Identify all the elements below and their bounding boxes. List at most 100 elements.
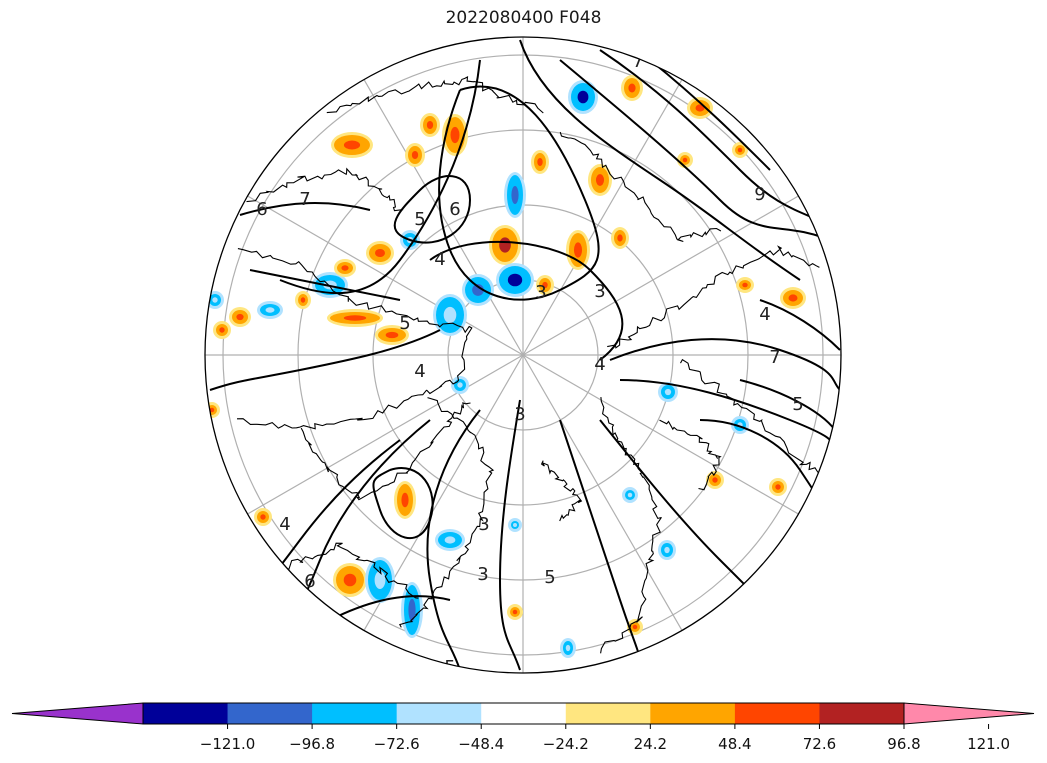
anomaly-blob-core [664,388,672,396]
anomaly-blob-core [573,242,583,258]
colorbar-extend-min [11,702,144,725]
colorbar-bin [143,703,229,724]
anomaly-blob-core [300,297,306,303]
colorbar-tick-label: 72.6 [803,735,836,753]
contour-line [739,379,836,431]
meridian-line [522,354,799,515]
meridian-line [522,354,683,631]
coastline-segment [326,76,544,114]
anomaly-blob-core [577,90,589,104]
meridian-line [247,354,524,515]
contour-label: 3 [478,514,489,535]
contour-label: 7 [632,51,643,72]
colorbar: −121.0 −96.8 −72.6 −48.4 −24.2 24.2 48.4 72.6 96… [11,702,1035,753]
colorbar-bin [565,703,651,724]
contour-line [249,269,401,301]
coastlines [236,76,834,654]
anomaly-blob-core [426,120,434,130]
anomaly-blob-core [212,297,218,303]
anomaly-blob-core [595,174,605,186]
anomaly-blob-core [507,273,523,287]
colorbar-bin [227,703,313,724]
anomaly-blob-core [565,644,571,652]
contour-line [759,299,841,351]
colorbar-bin [396,703,482,724]
contour-label: 7 [769,347,780,368]
contour-line [329,595,451,621]
coastline-segment [300,402,471,501]
colorbar-tick-label: 96.8 [887,735,920,753]
contour-line [559,59,831,241]
colorbar-tick-label: −48.4 [458,735,504,753]
contour-line [426,409,481,671]
contour-label: 4 [759,304,770,325]
colorbar-tick-label: −121.0 [200,735,256,753]
anomaly-blob-core [411,150,419,160]
coastline-segment [398,397,495,628]
contour-line [649,59,771,171]
contour-label: 5 [399,313,410,334]
coastline-segment [246,167,404,212]
map-title: 2022080400 F048 [445,8,602,28]
anomaly-blob-core [627,492,633,498]
anomaly-blob-core [401,492,409,508]
contour-line [393,175,472,244]
anomaly-blob-core [742,282,748,288]
meridian-line [522,79,683,356]
contour-line [279,59,481,295]
anomaly-blob-core [472,284,484,296]
anomaly-blob-core [341,265,349,271]
colorbar-tick-label: −72.6 [374,735,420,753]
coastline-segment [559,131,722,243]
colorbar-tick-label: 24.2 [634,735,667,753]
anomaly-blob-core [537,157,543,167]
anomaly-blob-core [511,186,519,204]
meridian-line [363,79,524,356]
anomaly-blob-core [444,536,456,544]
anomaly-blob-core [775,484,781,490]
contour-label: 3 [477,564,488,585]
anomaly-blob-core [628,83,636,93]
map-boundary [204,36,842,674]
anomaly-blob-core [443,306,457,324]
contour-label: 4 [414,361,425,382]
colorbar-tick-label: 121.0 [967,735,1010,753]
anomaly-blob-core [788,294,798,302]
contour-label: 4 [434,249,445,270]
contour-line [372,467,434,540]
contour-label: 3 [594,281,605,302]
anomaly-blob-core [499,237,511,253]
anomaly-blob-core [695,104,705,112]
contour-label: 9 [754,184,765,205]
coastline-segment [259,542,419,599]
contour-label: 6 [256,199,267,220]
contour-line [599,49,841,231]
coastline-segment [659,419,722,491]
colorbar-bin [312,703,398,724]
anomaly-blob-core [374,571,386,589]
contour-label: 9 [814,217,825,238]
coastline-segment [540,460,583,522]
contour-line [498,399,521,671]
contour-label: 8 [814,489,825,510]
contour-line [429,240,624,361]
colorbar-tick-label: −24.2 [543,735,589,753]
anomaly-blob-core [664,546,670,554]
coastline-segment [236,248,473,430]
colorbar-bin [650,703,736,724]
colorbar-tick-label: −96.8 [289,735,335,753]
colorbar-frame [142,702,905,725]
anomaly-blob-core [513,523,517,527]
anomaly-blob-core [209,407,215,413]
anomaly-blob-core [512,609,518,615]
anomaly-blob-core [408,598,416,622]
anomaly-blob-core [260,514,266,520]
contour-label: 5 [792,394,803,415]
anomaly-blob-core [737,147,743,153]
anomaly-blob-core [343,573,357,587]
anomaly-blob-core [457,382,463,388]
contour-label: 7 [299,189,310,210]
